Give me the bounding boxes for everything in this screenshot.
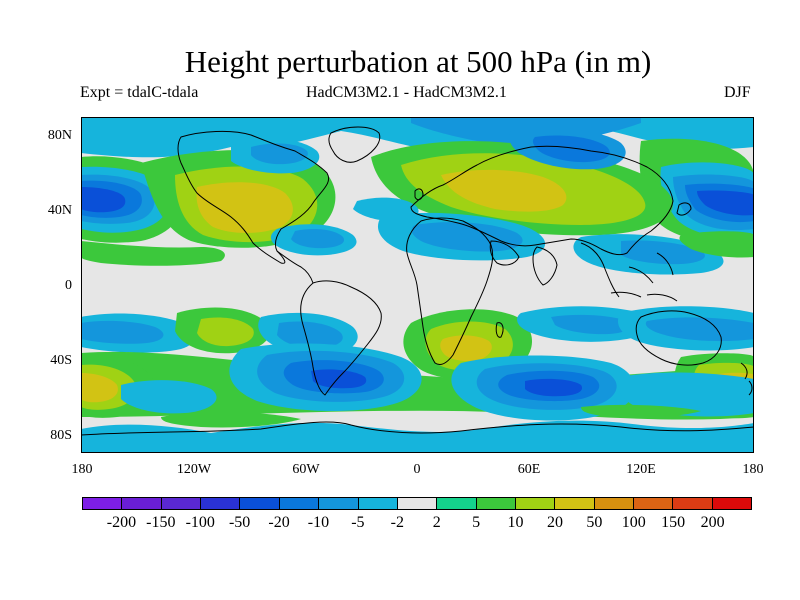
antarctic-green xyxy=(161,411,301,428)
mediterranean-low xyxy=(353,197,419,221)
eurasia-coast xyxy=(410,145,674,256)
colorbar-tick-label: -5 xyxy=(351,514,365,531)
lon-label-120e: 120E xyxy=(626,462,656,477)
colorbar-segment xyxy=(515,498,556,509)
lon-label-0: 0 xyxy=(413,462,421,477)
colorbar-segment xyxy=(279,498,320,509)
colorbar-segment xyxy=(161,498,202,509)
colorbar-tick-label: 10 xyxy=(507,514,524,531)
colorbar-tick-label: -10 xyxy=(307,514,330,531)
australia-coast xyxy=(635,310,722,366)
lon-label-60w: 60W xyxy=(292,462,320,477)
colorbar-segment xyxy=(83,498,123,509)
north-america-high-core xyxy=(196,182,293,233)
north-pacific-low-core-east xyxy=(697,190,754,216)
siberia-low-core xyxy=(532,135,610,163)
indonesia-coast xyxy=(610,291,678,302)
colorbar-tick-label: 100 xyxy=(621,514,646,531)
colorbar-segment xyxy=(397,498,438,509)
southern-ocean-low-indian-core xyxy=(525,378,583,397)
colorbar-tick-label: 2 xyxy=(432,514,441,531)
south-pacific-low-west-inner xyxy=(81,320,164,344)
height-perturbation-map xyxy=(81,117,754,453)
lat-label-40s: 40S xyxy=(50,353,72,368)
map-canvas xyxy=(81,117,754,453)
coastlines xyxy=(81,126,754,436)
south-pacific-high-east-core xyxy=(81,373,118,403)
lon-label-180-east: 180 xyxy=(742,462,764,477)
southern-ocean-low-west xyxy=(121,380,217,414)
north-pacific-low-core-west xyxy=(81,187,126,213)
madagascar-coast xyxy=(495,322,504,338)
colorbar-segment xyxy=(634,498,674,509)
colorbar-segment xyxy=(358,498,398,509)
antarctic-green-east xyxy=(581,404,701,418)
indian-ocean-low-inner xyxy=(551,314,631,335)
western-pacific-green xyxy=(679,231,754,258)
colorbar-segment xyxy=(319,498,359,509)
north-america-coast xyxy=(177,130,329,264)
lat-label-0: 0 xyxy=(65,278,72,293)
colorbar xyxy=(82,497,752,510)
tropical-green-band xyxy=(81,241,225,266)
antarctic-band xyxy=(81,420,754,453)
season-label: DJF xyxy=(724,84,751,101)
canada-low-inner xyxy=(251,143,308,165)
lat-label-80s: 80S xyxy=(50,428,72,443)
colorbar-tick-label: -20 xyxy=(268,514,290,531)
southeast-asia-coast xyxy=(580,242,674,298)
southern-ocean-low-pacific xyxy=(617,372,754,417)
colorbar-segment xyxy=(122,498,162,509)
model-label: HadCM3M2.1 - HadCM3M2.1 xyxy=(306,84,507,101)
middle-east-low-inner xyxy=(411,222,523,252)
map-title: Height perturbation at 500 hPa (in m) xyxy=(184,44,652,79)
colorbar-segment xyxy=(594,498,635,509)
lat-label-80n: 80N xyxy=(47,128,72,143)
map-frame xyxy=(81,117,754,453)
colorbar-tick-label: -100 xyxy=(185,514,215,531)
colorbar-tick-label: 50 xyxy=(586,514,603,531)
central-america-coast xyxy=(276,250,314,284)
arabia-coast xyxy=(489,240,520,266)
lon-label-60e: 60E xyxy=(517,462,541,477)
colorbar-tick-label: 5 xyxy=(472,514,481,531)
australia-low-inner xyxy=(645,317,754,342)
colorbar-tick-label: -50 xyxy=(228,514,251,531)
lon-label-120w: 120W xyxy=(176,462,212,477)
colorbar-tick-label: 20 xyxy=(546,514,563,531)
atlantic-low-inner xyxy=(291,229,345,249)
colorbar-tick-label: -200 xyxy=(106,514,137,531)
japan-coast xyxy=(676,202,692,216)
colorbar-tick-label: -2 xyxy=(390,514,404,531)
greenland-coast xyxy=(328,126,381,163)
uk-coast xyxy=(414,188,424,201)
antarctica-coast xyxy=(81,421,754,436)
colorbar-segment xyxy=(712,498,752,509)
africa-coast xyxy=(406,217,494,366)
colorbar-tick-label: 150 xyxy=(661,514,686,531)
contour-fields xyxy=(81,117,754,453)
colorbar-segment xyxy=(437,498,477,509)
lon-label-180-west: 180 xyxy=(71,462,93,477)
experiment-label: Expt = tdalC-tdala xyxy=(80,84,199,101)
lat-label-40n: 40N xyxy=(47,203,72,218)
colorbar-segment xyxy=(201,498,241,509)
colorbar-segment xyxy=(673,498,713,509)
eurasia-high-core xyxy=(441,169,567,212)
india-coast xyxy=(532,246,558,286)
south-pacific-high-west-core xyxy=(197,317,254,347)
colorbar-segment xyxy=(240,498,280,509)
southern-ocean-low-atlantic-core xyxy=(311,369,367,389)
colorbar-segment xyxy=(476,498,516,509)
south-america-low-inner xyxy=(277,321,343,349)
new-zealand-coast xyxy=(740,362,753,396)
south-america-coast xyxy=(300,280,382,396)
colorbar-segment xyxy=(555,498,595,509)
pacific-tropical-low-inner xyxy=(621,240,705,265)
colorbar-tick-label: 200 xyxy=(700,514,725,531)
colorbar-tick-label: -150 xyxy=(146,514,176,531)
